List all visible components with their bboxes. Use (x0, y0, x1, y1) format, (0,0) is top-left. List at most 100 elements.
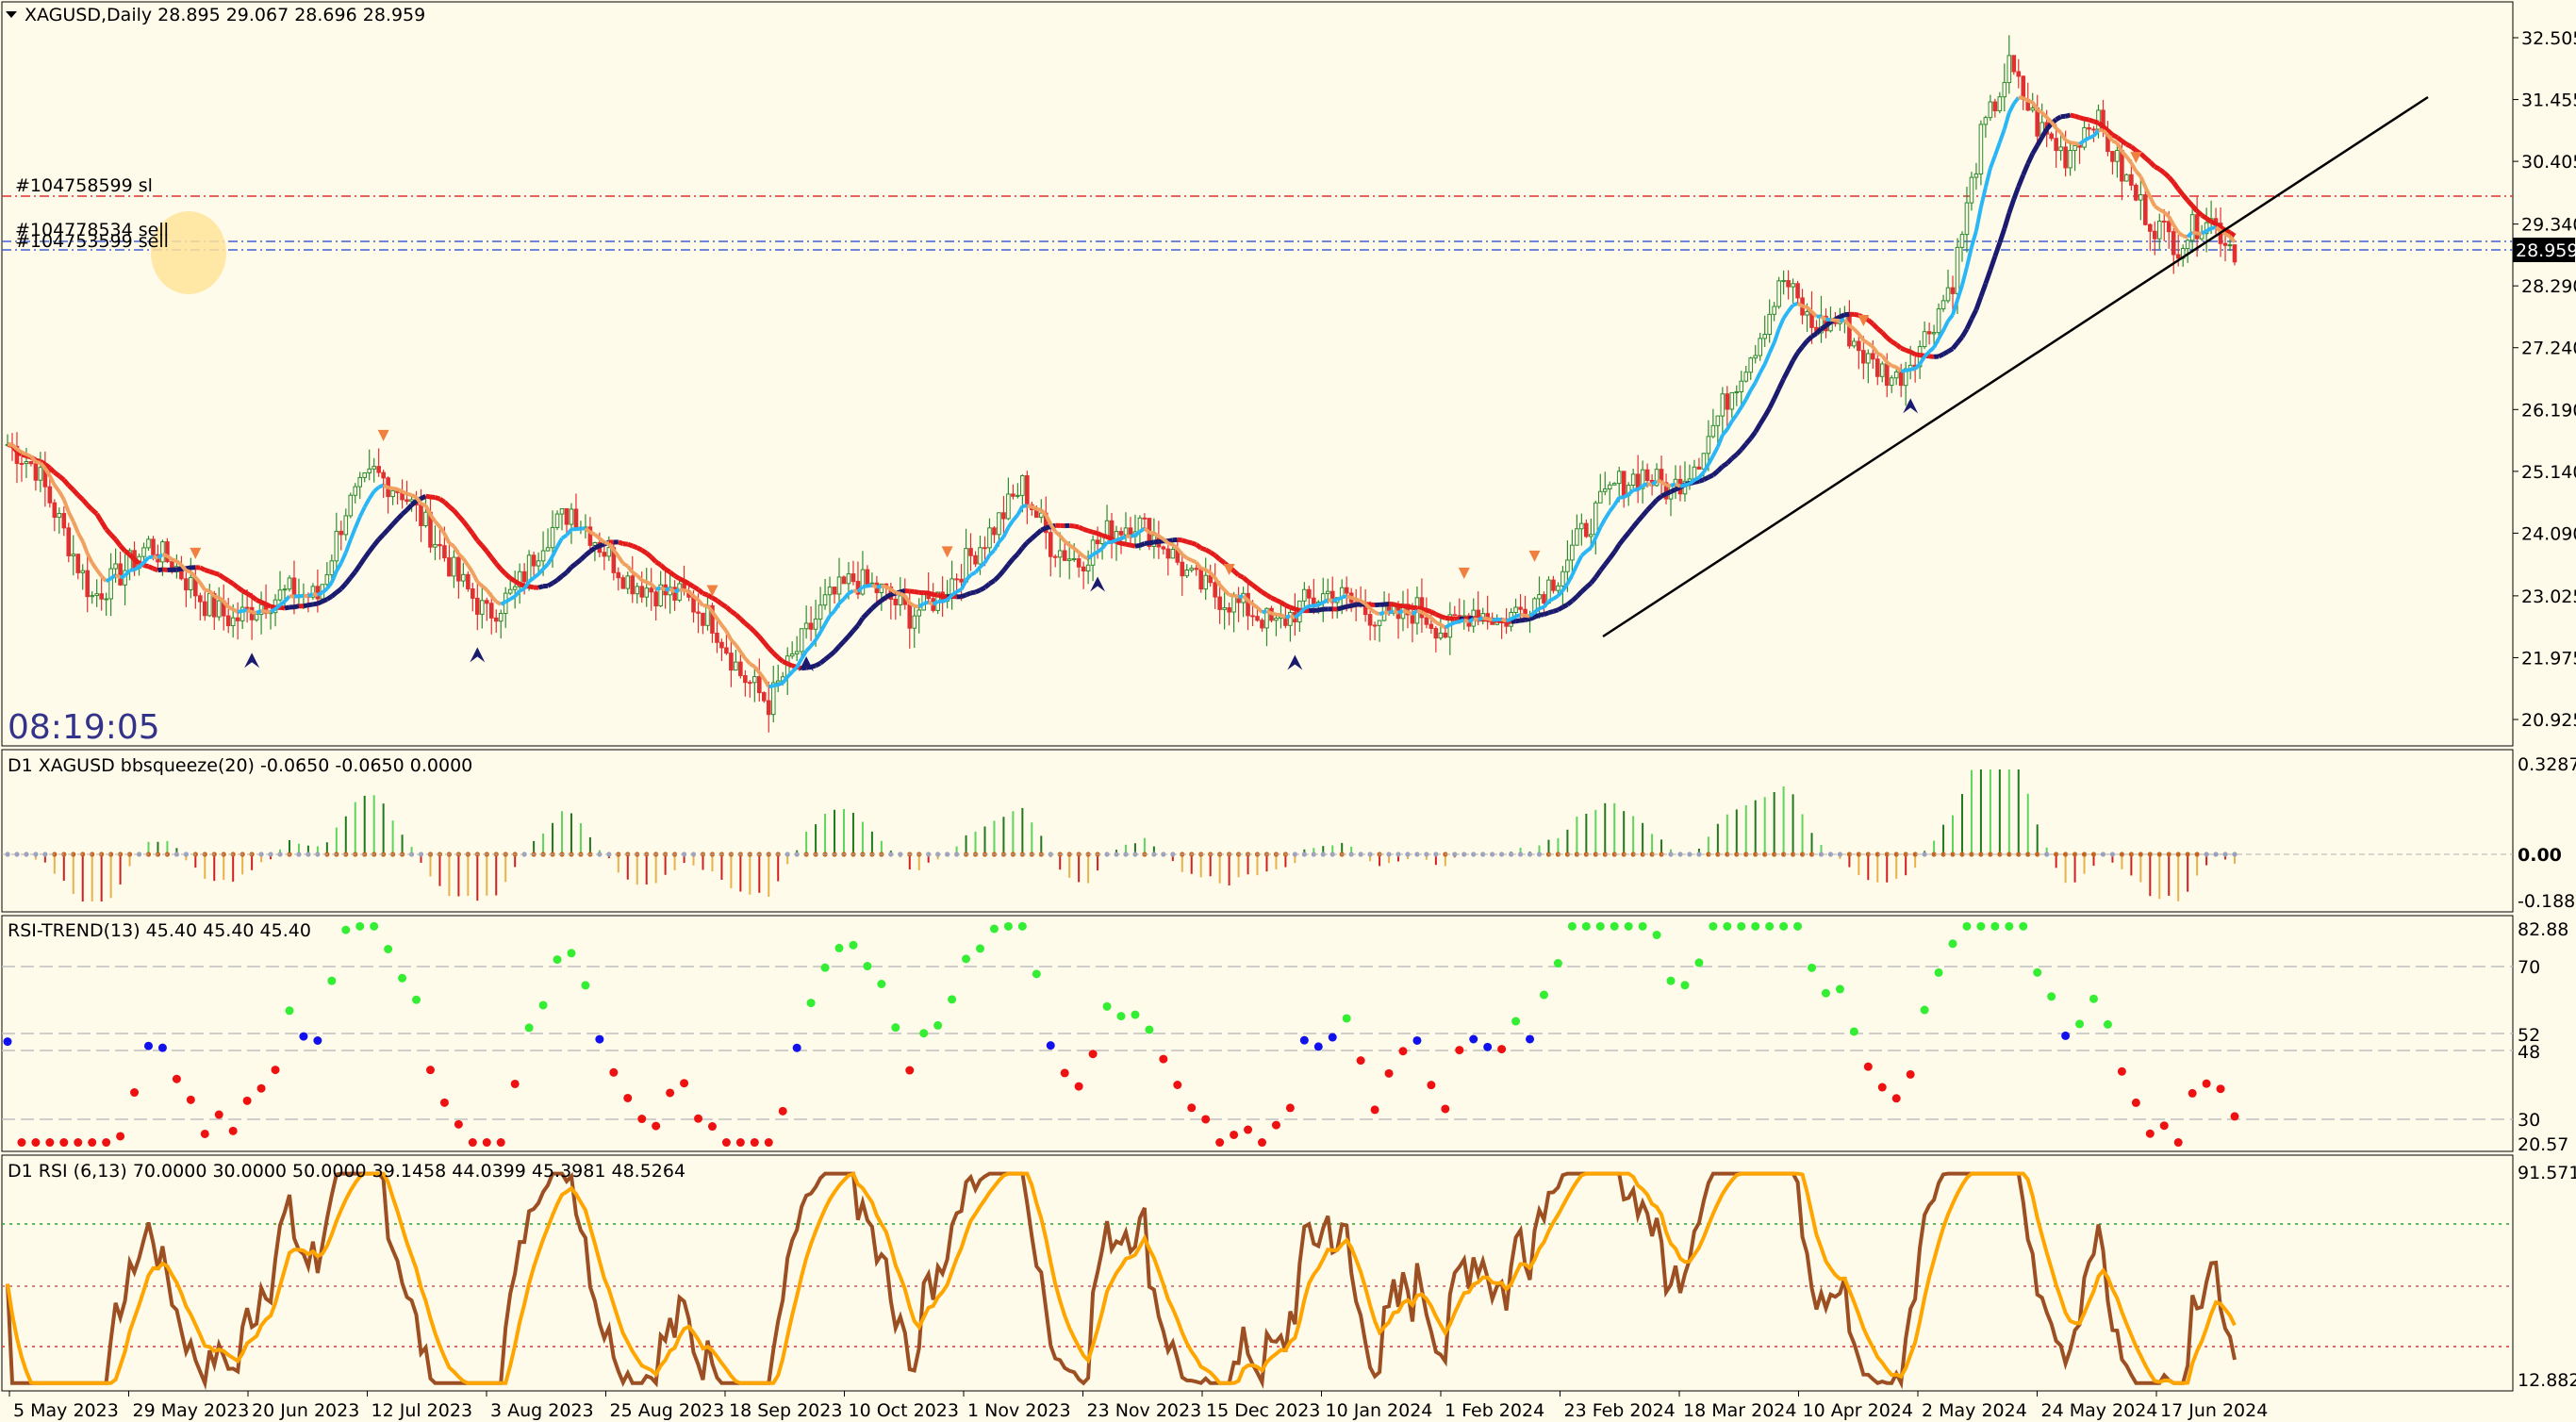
ma-slow-segment (599, 541, 605, 549)
candle-body (1246, 592, 1250, 617)
candle-body (1847, 316, 1852, 347)
ma-slow-segment (1177, 537, 1183, 543)
ma-slow-segment (983, 582, 992, 590)
candle-body (587, 526, 593, 546)
ma-slow-segment (147, 564, 155, 571)
ma-fast-segment (2210, 224, 2217, 231)
ma-fast-segment (1346, 594, 1352, 600)
rsi-trend-dot (1553, 959, 1562, 968)
ma-slow-segment (264, 602, 272, 609)
ma-fast-segment (189, 570, 197, 579)
candle-body (2087, 126, 2091, 130)
ma-fast-segment (1726, 420, 1734, 431)
candle-body (1611, 483, 1617, 486)
ma-fast-segment (546, 554, 554, 566)
rsi-trend-dot (1299, 1035, 1309, 1045)
ma-fast-segment (114, 573, 122, 580)
ma-fast-segment (2083, 136, 2090, 142)
ma-fast-segment (1238, 594, 1244, 600)
candle-body (47, 486, 53, 504)
candle-body (362, 471, 368, 478)
ma-slow-segment (1120, 540, 1127, 547)
ma-slow-segment (99, 520, 108, 531)
trendline[interactable] (1602, 95, 2429, 638)
candle-body (1537, 594, 1542, 600)
ma-slow-segment (2186, 198, 2195, 207)
ma-slow-segment (810, 663, 817, 670)
candle-body (968, 548, 973, 556)
rsi-tick-bottom: 12.8821 (2518, 1370, 2576, 1391)
ma-fast-segment (76, 532, 85, 542)
ma-fast-segment (153, 554, 158, 560)
ma-slow-segment (118, 544, 127, 554)
rsi-trend-dot (1187, 1103, 1197, 1113)
ma-fast-segment (2134, 170, 2142, 178)
candle-body (1720, 393, 1726, 417)
dropdown-icon[interactable] (6, 11, 17, 18)
ma-fast-segment (645, 580, 652, 587)
ma-slow-segment (124, 549, 132, 557)
rsi-trend-tick-52: 52 (2518, 1025, 2540, 1046)
ma-fast-segment (2111, 139, 2119, 145)
ma-slow-segment (1294, 606, 1301, 613)
order-label-sell-2[interactable]: #104753599 sell (15, 231, 169, 252)
rsi-trend-dot (1230, 1130, 1239, 1139)
rsi-trend-dot (1511, 1017, 1521, 1026)
candle-body (390, 489, 395, 498)
ma-fast-segment (1200, 566, 1207, 572)
order-label-sl[interactable]: #104758599 sl (15, 175, 153, 196)
rsi-trend-dot (1003, 921, 1013, 931)
rsi-trend-dot (989, 924, 999, 934)
ma-fast-segment (1053, 530, 1062, 537)
candle-body (1227, 607, 1231, 613)
ma-fast-segment (1547, 597, 1555, 604)
candle-body (1048, 532, 1053, 557)
ma-slow-segment (321, 597, 328, 604)
ma-slow-segment (1040, 525, 1048, 533)
ma-slow-segment (1280, 600, 1287, 607)
ma-slow-segment (1781, 369, 1791, 380)
order-label-sell-1[interactable]: #104778534 sell (15, 220, 169, 240)
candle-body (1992, 101, 1998, 111)
ma-slow-segment (1214, 554, 1222, 562)
ma-fast-segment (1684, 482, 1691, 488)
candle-body (1710, 424, 1716, 438)
ma-fast-segment (2186, 230, 2194, 239)
candle-body (1969, 176, 1974, 204)
candle-body (1616, 471, 1622, 485)
ma-fast-segment (1256, 605, 1263, 614)
ma-fast-segment (1271, 611, 1277, 617)
date-label-5: 25 Aug 2023 (610, 1400, 725, 1421)
candle-body (2054, 138, 2058, 152)
ma-slow-segment (1598, 563, 1608, 572)
ma-fast-segment (1242, 594, 1249, 603)
ma-slow-segment (649, 555, 658, 564)
ma-fast-segment (1510, 614, 1517, 621)
ma-fast-segment (1044, 514, 1053, 525)
ma-fast-segment (1623, 492, 1630, 499)
bbsqueeze-dot (2044, 852, 2050, 857)
ma-fast-segment (1355, 597, 1362, 604)
ma-slow-segment (1426, 607, 1432, 615)
ma-slow-segment (2223, 227, 2232, 235)
candle-body (2185, 240, 2190, 250)
ma-slow-segment (588, 546, 597, 554)
candle-body (498, 612, 504, 622)
candle-body (348, 494, 354, 517)
bbsqueeze-dot (1969, 852, 1974, 857)
rsi-trend-dot (1370, 1105, 1379, 1115)
rsi-trend-dot (1680, 981, 1690, 990)
ma-fast-segment (1482, 616, 1488, 621)
rsi-trend-dot (2075, 1019, 2085, 1029)
rsi-trend-dot (1765, 921, 1775, 931)
ma-slow-segment (960, 592, 967, 600)
candle-body (367, 468, 372, 473)
ma-slow-segment (900, 588, 906, 595)
ma-slow-segment (2154, 164, 2161, 172)
ma-fast-segment (589, 530, 596, 537)
ma-fast-segment (1195, 561, 1203, 570)
ma-fast-segment (814, 631, 822, 641)
ma-slow-segment (494, 562, 504, 571)
candle-body (1057, 550, 1063, 558)
ma-slow-segment (786, 661, 794, 669)
